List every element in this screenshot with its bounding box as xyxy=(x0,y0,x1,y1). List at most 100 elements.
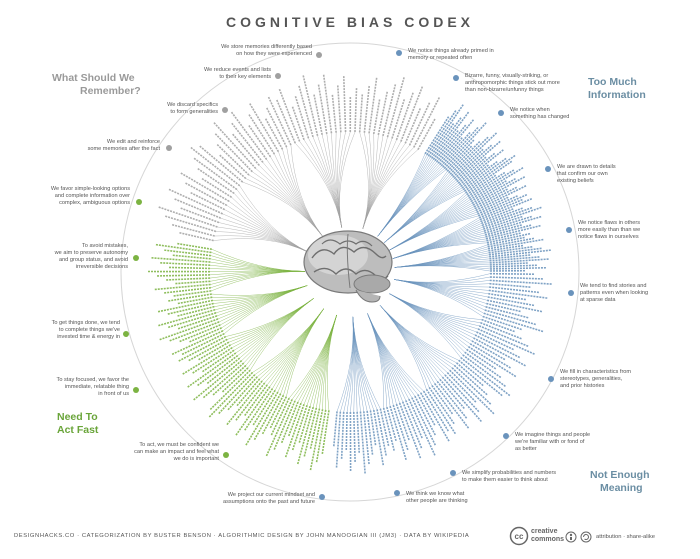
branch-line xyxy=(367,313,424,392)
category-dot xyxy=(498,110,504,116)
category-dot xyxy=(275,73,281,79)
note-line: existing beliefs xyxy=(557,178,594,184)
bias-label-stroke xyxy=(431,116,462,159)
category-dot xyxy=(136,199,142,205)
category-note: To avoid mistakes, we aim to preserve au… xyxy=(8,243,128,271)
bias-label-stroke xyxy=(214,132,253,173)
note-line: We think we know what xyxy=(406,491,465,497)
bias-label-stroke xyxy=(424,115,450,155)
bias-label-stroke xyxy=(154,283,211,291)
svg-text:cc: cc xyxy=(515,532,524,541)
note-line: To avoid mistakes, xyxy=(81,243,128,249)
branch-line xyxy=(242,181,323,237)
bias-label-stroke xyxy=(443,122,487,170)
note-line: assumptions onto the past and future xyxy=(222,499,315,505)
bias-label-stroke xyxy=(486,232,531,244)
attribution-icon xyxy=(565,530,577,548)
bias-label-stroke xyxy=(482,315,523,331)
bias-label-stroke xyxy=(369,410,377,446)
bias-label-stroke xyxy=(181,332,225,356)
bias-label-stroke xyxy=(480,322,523,340)
bias-label-stroke xyxy=(408,102,431,146)
bias-label-stroke xyxy=(206,357,241,385)
branch-line xyxy=(379,305,427,390)
bias-label-stroke xyxy=(453,144,493,180)
bias-label-stroke xyxy=(247,124,272,158)
bias-label-stroke xyxy=(414,395,437,436)
bias-label-stroke xyxy=(485,306,529,319)
bias-label-stroke xyxy=(167,302,214,315)
category-note: We are drawn to details that confirm our… xyxy=(557,164,677,185)
bias-label-stroke xyxy=(245,391,279,446)
bias-label-stroke xyxy=(280,401,299,444)
category-dot xyxy=(319,494,325,500)
bias-label-stroke xyxy=(366,410,374,456)
quadrant-information-line1: Too Much xyxy=(588,76,637,88)
bias-label-stroke xyxy=(179,207,220,224)
bias-label-stroke xyxy=(436,380,468,420)
category-note: We project our current mindset and assum… xyxy=(195,492,315,506)
branch-line xyxy=(325,314,337,410)
note-line: We favor simple-looking options xyxy=(50,186,130,192)
bias-label-stroke xyxy=(446,145,473,172)
category-note: We think we know what other people are t… xyxy=(406,491,526,505)
note-line: some memories after the fact xyxy=(87,146,160,152)
branch-line xyxy=(362,145,410,229)
note-line: We imagine things and people xyxy=(515,432,591,438)
branch-line xyxy=(282,149,323,237)
bias-label-stroke xyxy=(489,249,551,258)
note-line: and prior histories xyxy=(560,383,605,389)
category-dot xyxy=(123,331,129,337)
bias-label-stroke xyxy=(216,143,250,176)
note-line: Bizarre, funny, visually-striking, or xyxy=(465,73,549,79)
branch-line xyxy=(250,298,314,371)
bias-label-stroke xyxy=(459,149,505,186)
bias-label-stroke xyxy=(473,188,509,208)
bias-label-stroke xyxy=(471,177,517,204)
note-line: than non-bizarre/unfunny things xyxy=(465,87,544,93)
note-line: and group status, and avoid xyxy=(58,257,128,263)
note-line: we aim to preserve autonomy xyxy=(54,250,128,256)
bias-label-stroke xyxy=(379,408,390,447)
license-text: attribution · share-alike xyxy=(596,534,655,540)
bias-label-stroke xyxy=(201,349,235,373)
note-line: as better xyxy=(515,446,537,452)
category-dot xyxy=(133,387,139,393)
bias-label-stroke xyxy=(455,140,501,181)
bias-label-stroke xyxy=(377,91,389,136)
branch-line xyxy=(295,142,343,228)
bias-label-stroke xyxy=(457,152,496,184)
note-line: and complete information over xyxy=(54,193,130,199)
quadrant-information: Too Much Information xyxy=(588,76,646,102)
quadrant-act: Need To Act Fast xyxy=(57,411,98,437)
bias-label-stroke xyxy=(231,133,260,166)
branch-line xyxy=(359,132,369,229)
bias-label-stroke xyxy=(191,346,233,374)
branch-line xyxy=(367,313,421,393)
bias-label-stroke xyxy=(451,367,492,405)
quadrant-meaning: Not Enough Meaning xyxy=(590,469,649,495)
branch-line xyxy=(327,314,337,411)
bias-label-stroke xyxy=(489,254,531,260)
quadrant-act-line1: Need To xyxy=(57,411,98,423)
note-line: notice flaws in ourselves xyxy=(578,234,639,240)
bias-label-stroke xyxy=(489,264,538,268)
bias-label-stroke xyxy=(422,390,450,432)
bias-label-stroke xyxy=(437,119,475,164)
branch-line xyxy=(392,217,480,259)
branch-line xyxy=(394,265,491,272)
bias-label-stroke xyxy=(309,409,324,471)
quadrant-act-line2: Act Fast xyxy=(57,424,99,436)
bias-label-stroke xyxy=(218,374,256,415)
bias-label-stroke xyxy=(432,111,470,161)
bias-label-stroke xyxy=(265,107,288,148)
branch-line xyxy=(352,316,381,409)
bias-label-stroke xyxy=(485,224,541,240)
bias-label-stroke xyxy=(196,354,239,387)
bias-label-stroke xyxy=(372,409,385,466)
bias-label-stroke xyxy=(405,400,424,439)
bias-label-stroke xyxy=(398,402,422,459)
branch-line xyxy=(245,178,323,237)
branch-line xyxy=(394,244,488,268)
